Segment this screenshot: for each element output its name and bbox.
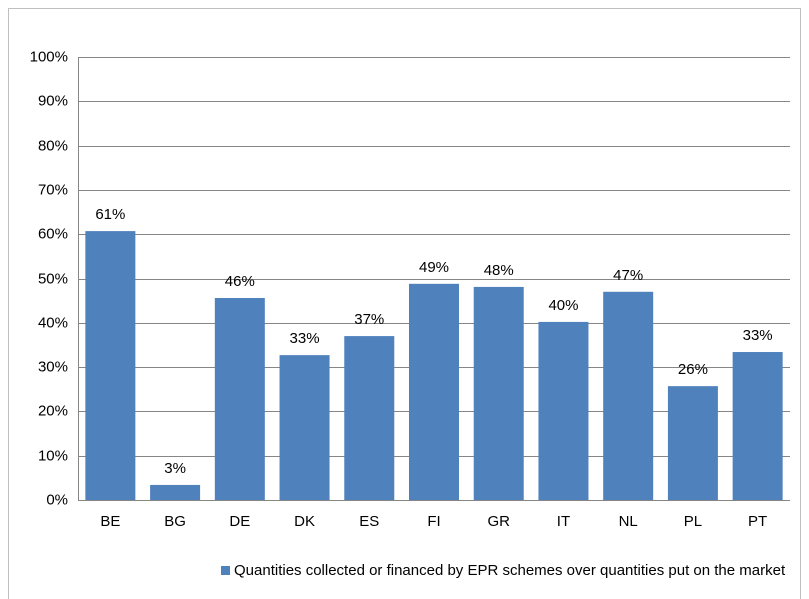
y-tick-label: 100% <box>30 48 68 65</box>
data-label: 33% <box>290 330 320 347</box>
x-tick-label: GR <box>487 513 510 530</box>
bar <box>150 484 201 500</box>
legend-label: Quantities collected or financed by EPR … <box>234 562 786 579</box>
bar <box>85 231 136 500</box>
bar <box>279 355 330 500</box>
data-label: 46% <box>225 273 255 290</box>
bar <box>344 336 395 500</box>
x-tick-label: DE <box>229 513 250 530</box>
x-tick-label: BE <box>100 513 120 530</box>
x-tick-label: IT <box>557 513 570 530</box>
y-tick-label: 0% <box>46 491 68 508</box>
x-tick-label: ES <box>359 513 379 530</box>
y-tick-label: 40% <box>38 314 68 331</box>
data-label: 40% <box>548 297 578 314</box>
bar <box>732 352 783 500</box>
bar <box>538 321 589 500</box>
y-tick-label: 30% <box>38 358 68 375</box>
bar <box>473 286 524 500</box>
data-label: 61% <box>95 206 125 223</box>
data-label: 47% <box>613 267 643 284</box>
data-label: 3% <box>164 460 186 477</box>
y-tick-label: 20% <box>38 402 68 419</box>
data-label: 49% <box>419 259 449 276</box>
data-label: 48% <box>484 262 514 279</box>
y-tick-label: 90% <box>38 92 68 109</box>
y-tick-label: 70% <box>38 181 68 198</box>
x-tick-label: PL <box>684 513 702 530</box>
bar <box>603 291 654 500</box>
y-tick-label: 60% <box>38 225 68 242</box>
x-tick-label: DK <box>294 513 315 530</box>
x-tick-label: PT <box>748 513 767 530</box>
x-tick-label: BG <box>164 513 186 530</box>
y-tick-label: 10% <box>38 447 68 464</box>
legend-swatch <box>221 566 230 575</box>
x-tick-label: NL <box>619 513 638 530</box>
bar <box>409 283 459 500</box>
data-label: 33% <box>743 327 773 344</box>
bar <box>214 297 265 500</box>
y-tick-label: 50% <box>38 270 68 287</box>
data-label: 26% <box>678 361 708 378</box>
bar <box>667 386 718 500</box>
y-tick-label: 80% <box>38 137 68 154</box>
x-tick-label: FI <box>427 513 440 530</box>
data-label: 37% <box>354 311 384 328</box>
